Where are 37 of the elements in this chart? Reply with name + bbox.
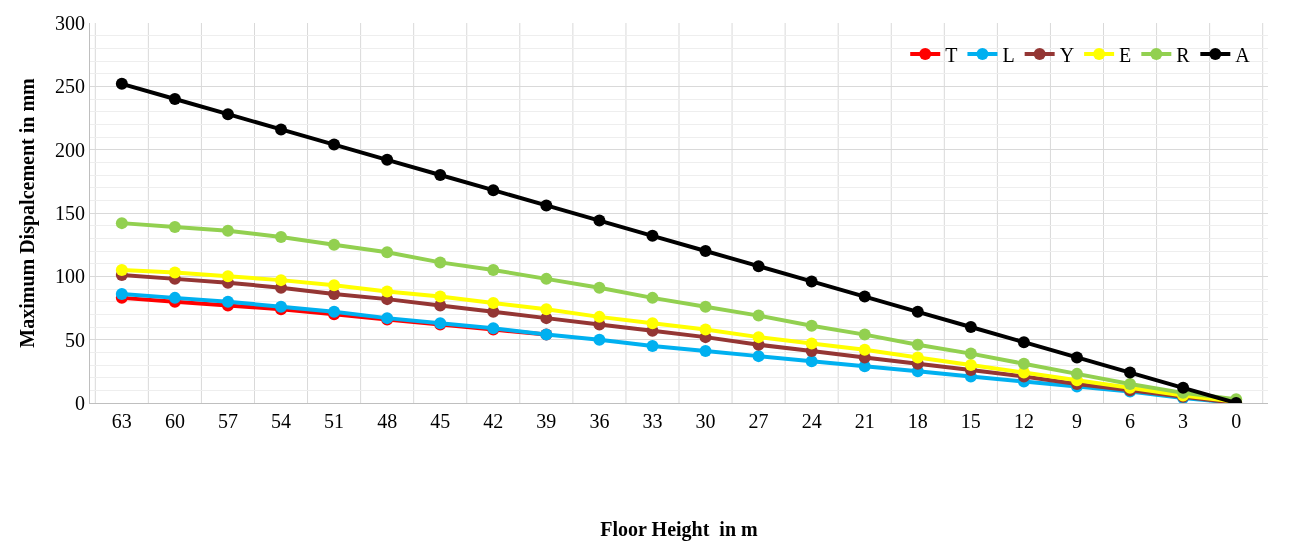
x-tick-label: 33 [642,410,663,432]
y-axis-title: Maximum Dispalcement in mm [15,77,39,348]
x-tick-label: 6 [1125,410,1136,432]
x-tick-label: 39 [536,410,557,432]
x-tick-label: 54 [271,410,292,432]
x-tick-label: 60 [164,410,185,432]
y-tick-label: 250 [55,75,85,98]
legend-label: A [1235,43,1251,66]
x-axis-title: Floor Height in m [600,517,759,541]
x-tick-label: 51 [324,410,345,432]
legend-label: Y [1059,43,1075,66]
legend-label: T [945,43,958,66]
x-tick-label: 0 [1231,410,1242,432]
x-tick-label: 24 [801,410,822,432]
y-tick-label: 0 [75,392,85,414]
x-tick-label: 9 [1071,410,1082,432]
x-tick-label: 30 [695,410,716,432]
x-tick-label: 18 [907,410,928,432]
x-tick-label: 48 [377,410,398,432]
legend-label: L [1002,43,1015,66]
x-tick-label: 63 [111,410,132,432]
y-tick-label: 50 [65,328,85,351]
x-tick-label: 45 [430,410,451,432]
y-tick-label: 300 [55,12,85,34]
legend-label: R [1176,43,1191,66]
x-tick-label: 3 [1178,410,1189,432]
y-tick-label: 200 [55,138,85,161]
x-tick-label: 42 [483,410,504,432]
x-tick-label: 27 [748,410,769,432]
x-tick-label: 21 [854,410,875,432]
x-tick-label: 57 [217,410,238,432]
legend-label: E [1119,43,1132,66]
x-tick-label: 15 [960,410,981,432]
x-tick-label: 12 [1013,410,1034,432]
y-tick-label: 150 [55,202,85,224]
y-tick-label: 100 [55,265,85,288]
x-tick-label: 36 [589,410,610,432]
